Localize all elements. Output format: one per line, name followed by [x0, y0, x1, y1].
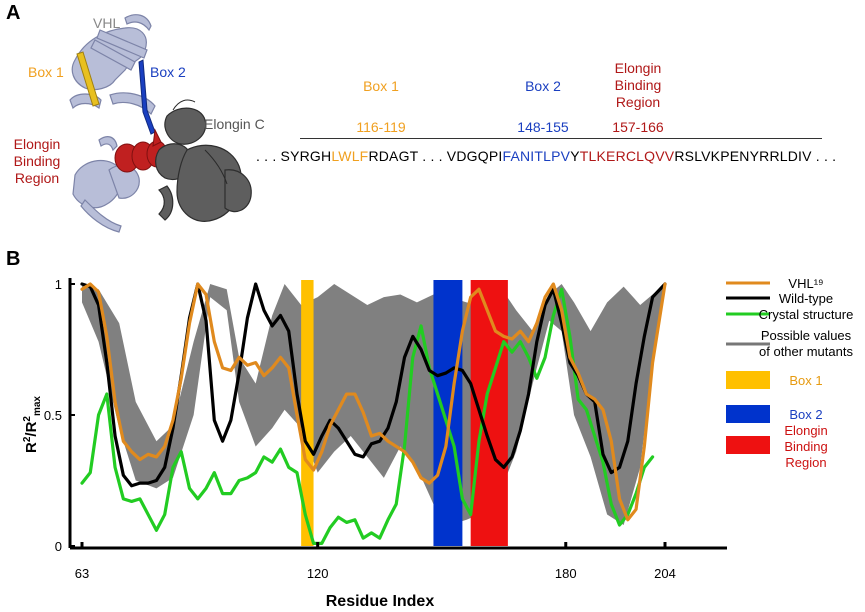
- y-axis-label: R2/R2max: [22, 396, 43, 453]
- region-elongin-binding-region: [470, 280, 508, 546]
- x-tick-label: 204: [654, 566, 676, 581]
- series-line-vhl-: [80, 282, 667, 522]
- box2-strand: [138, 59, 156, 135]
- legend-label: Box 1: [789, 373, 822, 388]
- legend-label: Possible values: [761, 328, 852, 343]
- sequence-header-ebr-range: 157-166: [612, 119, 664, 135]
- x-axis-label: Residue Index: [326, 593, 435, 610]
- y-axis-label-part: R: [23, 442, 40, 453]
- region-box-2: [433, 280, 463, 546]
- structure-label-ebr-line: Region: [14, 170, 60, 186]
- structure-label-ebr-line: Elongin: [13, 136, 61, 152]
- sequence-segment: . . . SYRGH: [256, 148, 332, 164]
- structure-label-box1: Box 1: [28, 64, 64, 80]
- sequence-header-box2-title: Box 2: [525, 78, 561, 94]
- structure-label-box2: Box 2: [150, 64, 186, 80]
- structure-label-ebr: Elongin Binding Region: [6, 136, 68, 187]
- structure-label-vhl: VHL: [93, 15, 121, 31]
- sequence-header-box2: Box 2: [508, 78, 578, 95]
- legend-label: Region: [785, 455, 826, 470]
- legend-label: VHL¹⁹: [788, 276, 823, 291]
- y-tick-label: 1: [55, 277, 62, 292]
- x-tick-label: 120: [307, 566, 329, 581]
- legend-swatch-box: [726, 405, 770, 423]
- sequence-segment: RDAGT . . . VDGQPI: [368, 148, 503, 164]
- sequence-header-box1: Box 1: [346, 78, 416, 95]
- x-tick-label: 180: [555, 566, 577, 581]
- sequence-header-ebr-line: Region: [615, 94, 661, 110]
- y-axis-label-part: 2: [22, 436, 33, 442]
- y-axis-label-part: 2: [22, 416, 33, 422]
- legend-label: Box 2: [789, 407, 822, 422]
- sequence-header-ebr-line: Binding: [614, 77, 662, 93]
- y-axis-label-part: max: [32, 396, 43, 416]
- sequence-segment-box2: FANITLPV: [502, 148, 571, 164]
- sequence-segment: Y: [570, 148, 580, 164]
- legend-swatch-box: [726, 436, 770, 454]
- sequence-segment: RSLVKPENYRRLDIV . . .: [674, 148, 837, 164]
- legend-label: Crystal structure: [759, 307, 854, 322]
- protein-structure-image: [69, 14, 252, 233]
- sequence-segment-box1: LWLF: [331, 148, 369, 164]
- structure-label-elongin-c: Elongin C: [204, 116, 265, 132]
- sequence-header-box1-title: Box 1: [363, 78, 399, 94]
- legend-label: Elongin: [784, 423, 827, 438]
- x-tick-label: 63: [75, 566, 89, 581]
- structure-label-ebr-line: Binding: [13, 153, 61, 169]
- sequence-segment-ebr: TLKERCLQVV: [579, 148, 675, 164]
- y-axis-label-part: /R: [23, 421, 40, 436]
- legend-label: Wild-type: [779, 291, 833, 306]
- elongin-c-ribbon: [155, 107, 252, 222]
- panel-a-letter: A: [6, 2, 21, 24]
- legend-label: of other mutants: [759, 344, 853, 359]
- legend-swatch-box: [726, 371, 770, 389]
- y-tick-label: 0: [55, 539, 62, 554]
- vhl-ribbon: [69, 14, 156, 233]
- sequence-header-box2-range: 148-155: [517, 119, 569, 135]
- sequence-header-ebr-line: Elongin: [614, 60, 662, 76]
- sequence-header-box1-range: 116-119: [356, 119, 406, 135]
- region-box-1: [301, 280, 314, 546]
- protein-sequence: . . . SYRGHLWLFRDAGT . . . VDGQPIFANITLP…: [256, 148, 836, 164]
- legend-label: Binding: [784, 439, 827, 454]
- panel-b-letter: B: [6, 248, 21, 270]
- box1-strand: [76, 51, 100, 107]
- y-tick-label: 0.5: [44, 408, 62, 423]
- sequence-divider: [300, 138, 822, 139]
- sequence-header-ebr: Elongin Binding Region: [598, 60, 678, 111]
